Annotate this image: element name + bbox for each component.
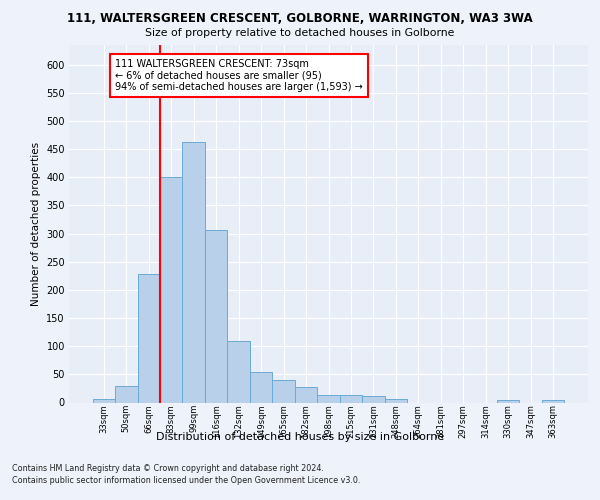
Bar xyxy=(542,400,565,402)
Bar xyxy=(115,386,137,402)
Bar xyxy=(137,274,160,402)
Bar xyxy=(250,372,272,402)
Bar xyxy=(362,396,385,402)
Bar xyxy=(385,398,407,402)
Bar xyxy=(182,142,205,403)
Bar xyxy=(340,395,362,402)
Bar xyxy=(317,394,340,402)
Text: Contains HM Land Registry data © Crown copyright and database right 2024.: Contains HM Land Registry data © Crown c… xyxy=(12,464,324,473)
Text: Size of property relative to detached houses in Golborne: Size of property relative to detached ho… xyxy=(145,28,455,38)
Bar xyxy=(227,340,250,402)
Bar xyxy=(92,398,115,402)
Y-axis label: Number of detached properties: Number of detached properties xyxy=(31,142,41,306)
Bar xyxy=(205,230,227,402)
Bar xyxy=(295,388,317,402)
Bar xyxy=(272,380,295,402)
Bar xyxy=(497,400,520,402)
Text: Contains public sector information licensed under the Open Government Licence v3: Contains public sector information licen… xyxy=(12,476,361,485)
Text: 111 WALTERSGREEN CRESCENT: 73sqm
← 6% of detached houses are smaller (95)
94% of: 111 WALTERSGREEN CRESCENT: 73sqm ← 6% of… xyxy=(115,59,363,92)
Text: 111, WALTERSGREEN CRESCENT, GOLBORNE, WARRINGTON, WA3 3WA: 111, WALTERSGREEN CRESCENT, GOLBORNE, WA… xyxy=(67,12,533,26)
Bar xyxy=(160,176,182,402)
Text: Distribution of detached houses by size in Golborne: Distribution of detached houses by size … xyxy=(156,432,444,442)
